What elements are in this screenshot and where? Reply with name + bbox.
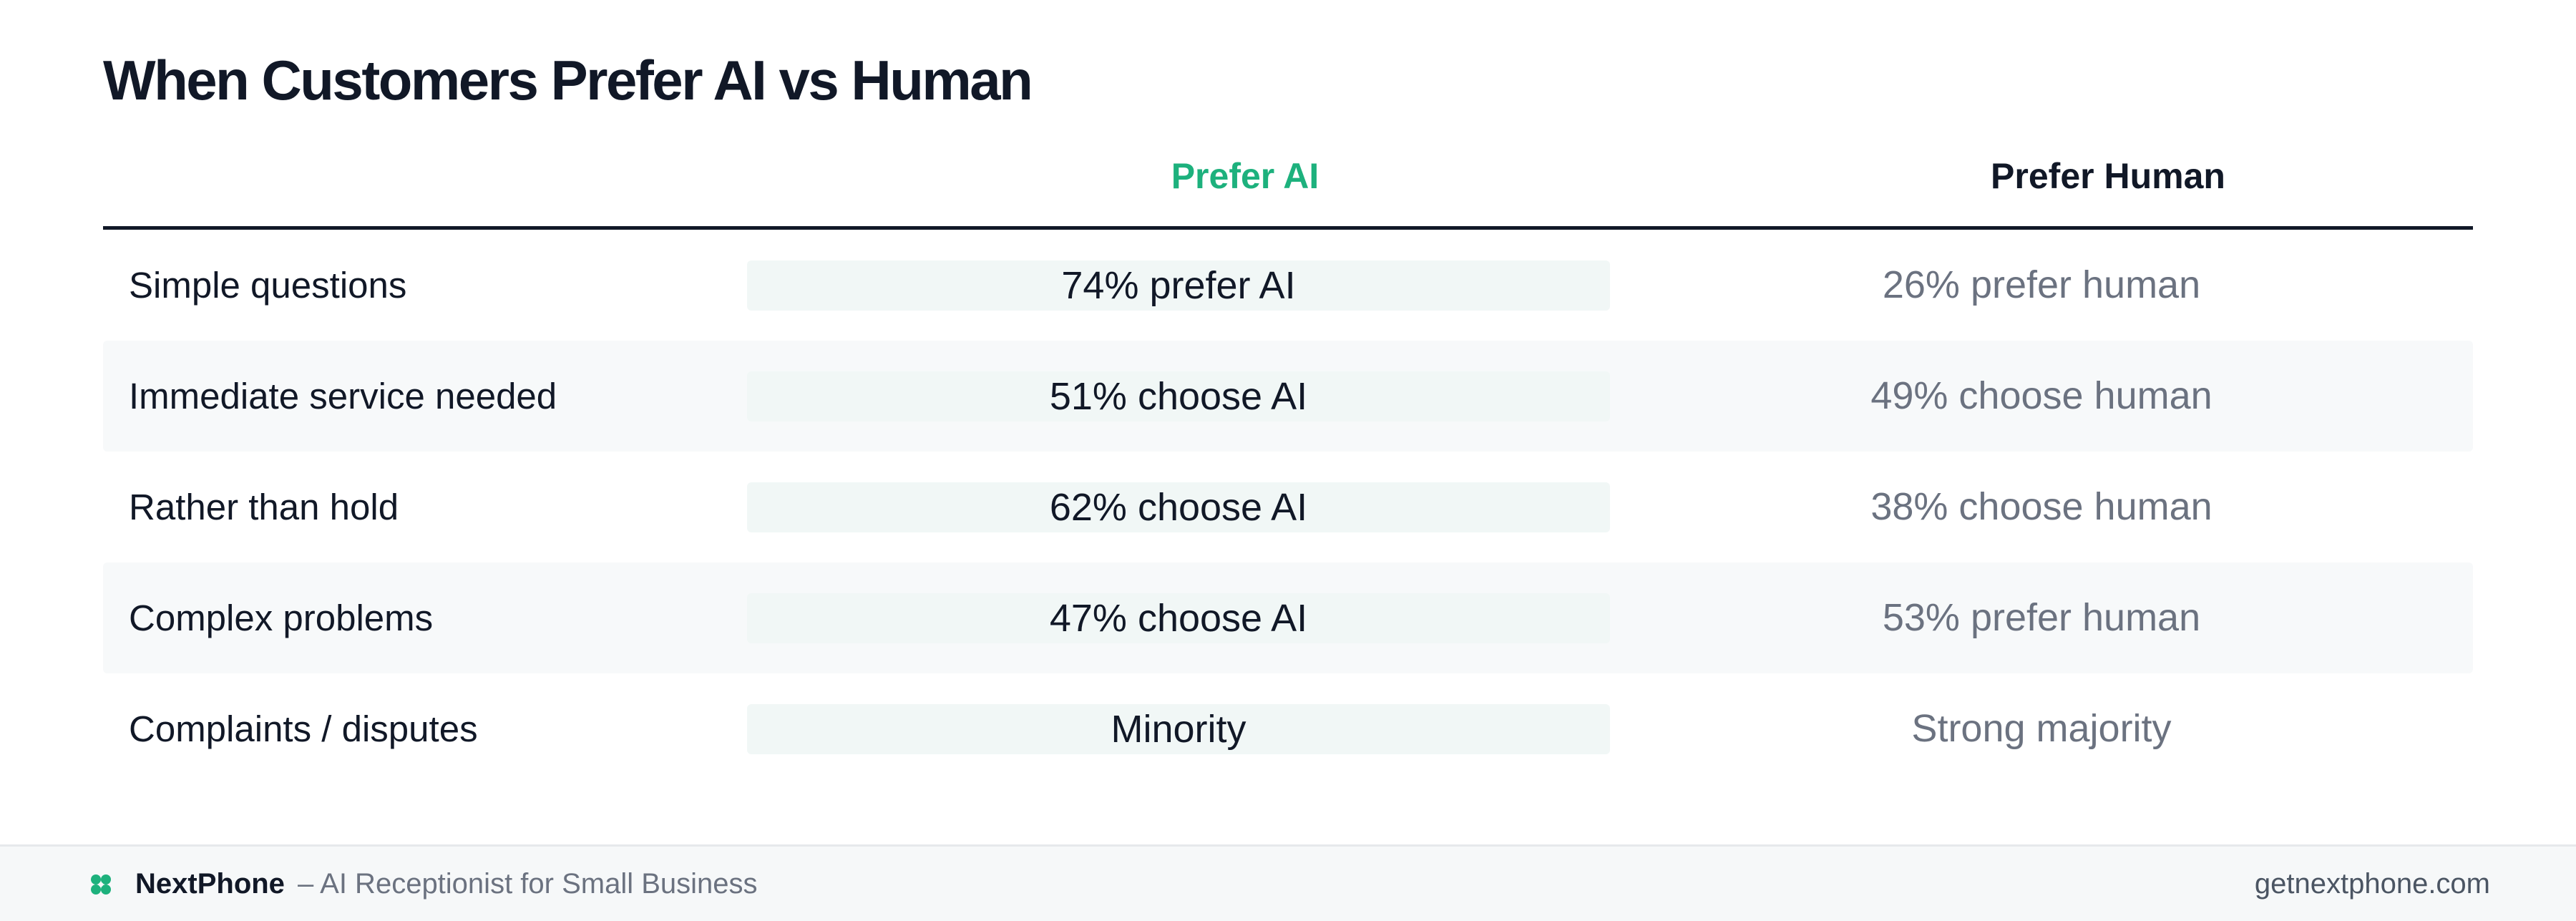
human-value: 53% prefer human [1882, 596, 2201, 639]
table-header: Prefer AI Prefer Human [103, 140, 2473, 230]
row-label: Simple questions [129, 265, 407, 306]
ai-value: 47% choose AI [747, 593, 1610, 643]
brand-tagline: – AI Receptionist for Small Business [298, 868, 758, 900]
ai-value: 62% choose AI [747, 482, 1610, 532]
table-row: Complex problems 47% choose AI 53% prefe… [103, 562, 2473, 673]
column-header-prefer-human: Prefer Human [1991, 156, 2225, 196]
footer: NextPhone – AI Receptionist for Small Bu… [0, 844, 2576, 921]
row-label: Immediate service needed [129, 376, 557, 416]
preference-table: Prefer AI Prefer Human Simple questions … [103, 140, 2473, 784]
clover-logo-icon [91, 874, 111, 895]
table-row: Rather than hold 62% choose AI 38% choos… [103, 452, 2473, 562]
row-label: Complex problems [129, 598, 434, 638]
human-value: 38% choose human [1870, 485, 2212, 528]
human-value: Strong majority [1911, 707, 2172, 750]
human-value: 49% choose human [1870, 374, 2212, 417]
page-title: When Customers Prefer AI vs Human [103, 49, 1033, 112]
human-value: 26% prefer human [1882, 263, 2201, 306]
website-link[interactable]: getnextphone.com [2254, 868, 2490, 900]
brand-name: NextPhone [135, 868, 285, 900]
row-label: Rather than hold [129, 487, 399, 527]
ai-value: Minority [747, 704, 1610, 754]
row-label: Complaints / disputes [129, 708, 478, 749]
table-row: Immediate service needed 51% choose AI 4… [103, 341, 2473, 452]
ai-value: 74% prefer AI [747, 260, 1610, 311]
column-header-prefer-ai: Prefer AI [1171, 156, 1319, 196]
ai-value: 51% choose AI [747, 371, 1610, 421]
table-row: Complaints / disputes Minority Strong ma… [103, 673, 2473, 784]
table-row: Simple questions 74% prefer AI 26% prefe… [103, 230, 2473, 341]
